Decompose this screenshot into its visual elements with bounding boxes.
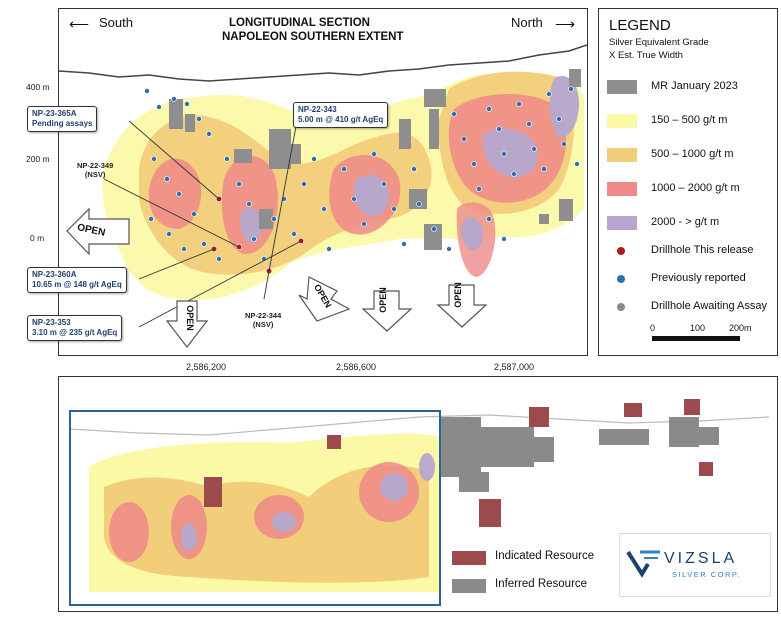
open-label-down-3: OPEN (377, 287, 388, 313)
elevation-label-0: 0 m (30, 233, 45, 243)
zone-2000-plus-d (240, 207, 263, 243)
legend-label-1000-2000: 1000 – 2000 g/t m (651, 182, 740, 194)
callout-np-23-365a: NP-23-365A Pending assays (27, 106, 98, 132)
legend-panel: LEGEND Silver Equivalent Grade X Est. Tr… (598, 8, 778, 356)
legend-dot-previously-reported (617, 275, 625, 283)
south-arrow: ⟵ (69, 16, 90, 32)
callout-np-23-353-id: NP-23-353 (32, 318, 71, 327)
callout-np-22-343: NP-22-343 5.00 m @ 410 g/t AgEq (293, 102, 389, 128)
zone-500-1000 (139, 115, 432, 275)
label-np-22-344: NP-22-344 (NSV) (245, 311, 281, 329)
north-arrow: ⟶ (555, 16, 576, 32)
label-np-22-344-note: (NSV) (252, 320, 274, 329)
legend-item-150-500: 150 – 500 g/t m (599, 109, 779, 133)
legend-swatch-indicated (452, 551, 486, 565)
elevation-label-200: 200 m (26, 154, 50, 164)
section-title-line1: LONGITUDINAL SECTION (229, 17, 370, 29)
scale-label-0: 0 (650, 323, 656, 333)
overview-indicated-blocks (204, 399, 713, 527)
overview-topography-line (68, 414, 770, 436)
elevation-label-400: 400 m (26, 82, 50, 92)
callout-np-23-365a-note: Pending assays (32, 119, 93, 128)
callout-np-23-365a-id: NP-23-365A (32, 109, 77, 118)
easting-label-2586600: 2,586,600 (336, 362, 377, 372)
legend-label-previously-reported: Previously reported (651, 272, 746, 284)
scale-label-100: 100 (690, 323, 706, 333)
open-label-down-4: OPEN (452, 282, 463, 308)
section-extent-box (69, 410, 441, 606)
legend-item-mr-january-2023: MR January 2023 (599, 75, 779, 99)
label-np-22-344-id: NP-22-344 (245, 311, 282, 320)
open-arrow-down-3 (361, 290, 413, 332)
open-arrow-down-2 (298, 276, 351, 322)
legend-subtitle-1: Silver Equivalent Grade (609, 37, 709, 48)
overview-zone-2000-plus (181, 453, 435, 551)
legend-swatch-2000-plus (607, 216, 637, 230)
section-map-svg (59, 44, 587, 348)
legend-drillhole-previously-reported: Previously reported (599, 267, 779, 291)
legend-dot-this-release (617, 247, 625, 255)
longitudinal-section-panel: ⟵ South North ⟶ LONGITUDINAL SECTION NAP… (27, 8, 588, 356)
legend-label-500-1000: 500 – 1000 g/t m (651, 148, 734, 160)
legend-label-2000-plus: 2000 - > g/t m (651, 216, 720, 228)
resource-overview-panel: Indicated Resource Inferred Resource VIZ… (58, 376, 778, 612)
legend-label-mr-january-2023: MR January 2023 (651, 80, 738, 92)
callout-np-22-343-id: NP-22-343 (298, 105, 337, 114)
label-np-22-349-id: NP-22-349 (77, 161, 114, 170)
legend-item-500-1000: 500 – 1000 g/t m (599, 143, 779, 167)
legend-label-indicated: Indicated Resource (495, 550, 595, 562)
open-arrow-left (66, 207, 130, 256)
previously-reported-drillholes (144, 86, 580, 262)
zone-2000-plus-b (482, 128, 538, 178)
scale-bar (652, 336, 740, 341)
legend-swatch-mr-january-2023 (607, 80, 637, 94)
callout-np-22-343-note: 5.00 m @ 410 g/t AgEq (298, 115, 384, 124)
legend-label-150-500: 150 – 500 g/t m (651, 114, 728, 126)
callout-leader-lines (103, 120, 302, 328)
logo-sub: SILVER CORP. (672, 570, 741, 579)
legend-subtitle-2: X Est. True Width (609, 50, 683, 61)
label-np-22-349: NP-22-349 (NSV) (77, 161, 113, 179)
easting-label-2587000: 2,587,000 (494, 362, 535, 372)
legend-item-1000-2000: 1000 – 2000 g/t m (599, 177, 779, 201)
south-label: South (99, 15, 133, 30)
callout-np-23-360a: NP-23-360A 10.65 m @ 148 g/t AgEq (27, 267, 127, 293)
overview-inferred-blocks (441, 417, 719, 492)
zone-1000-2000-a (148, 158, 202, 229)
legend-label-inferred: Inferred Resource (495, 578, 588, 590)
callout-np-23-360a-note: 10.65 m @ 148 g/t AgEq (32, 280, 122, 289)
legend-dot-awaiting-assay (617, 303, 625, 311)
open-arrow-down-1 (165, 300, 209, 348)
callout-np-23-353-note: 3.10 m @ 235 g/t AgEq (32, 328, 118, 337)
zone-2000-plus-a (353, 174, 389, 217)
label-np-22-349-note: (NSV) (84, 170, 106, 179)
topography-line (59, 44, 587, 82)
north-label: North (511, 15, 543, 30)
legend-drillhole-this-release: Drillhole This release (599, 239, 779, 263)
zone-2000-plus-e (461, 217, 483, 251)
legend-drillhole-awaiting-assay: Drillhole Awaiting Assay (599, 295, 779, 319)
legend-swatch-500-1000 (607, 148, 637, 162)
open-arrow-down-4 (436, 284, 488, 328)
callout-np-23-353: NP-23-353 3.10 m @ 235 g/t AgEq (27, 315, 123, 341)
legend-label-awaiting-assay: Drillhole Awaiting Assay (651, 300, 767, 312)
open-label-down-1: OPEN (184, 305, 195, 331)
legend-swatch-150-500 (607, 114, 637, 128)
open-arrows (66, 207, 488, 348)
vizsla-logo: VIZSLA SILVER CORP. (619, 533, 771, 597)
easting-label-2586200: 2,586,200 (186, 362, 227, 372)
legend-label-this-release: Drillhole This release (651, 244, 754, 256)
legend-swatch-1000-2000 (607, 182, 637, 196)
legend-item-2000-plus: 2000 - > g/t m (599, 211, 779, 235)
legend-title: LEGEND (609, 17, 671, 34)
section-title-line2: NAPOLEON SOUTHERN EXTENT (222, 31, 404, 43)
overview-map-svg (68, 399, 770, 592)
logo-name: VIZSLA (664, 550, 738, 567)
scale-label-200: 200m (729, 323, 752, 333)
vizsla-mark-icon (626, 550, 660, 578)
legend-swatch-inferred (452, 579, 486, 593)
callout-np-23-360a-id: NP-23-360A (32, 270, 77, 279)
mr-january-2023-blocks (169, 69, 581, 250)
